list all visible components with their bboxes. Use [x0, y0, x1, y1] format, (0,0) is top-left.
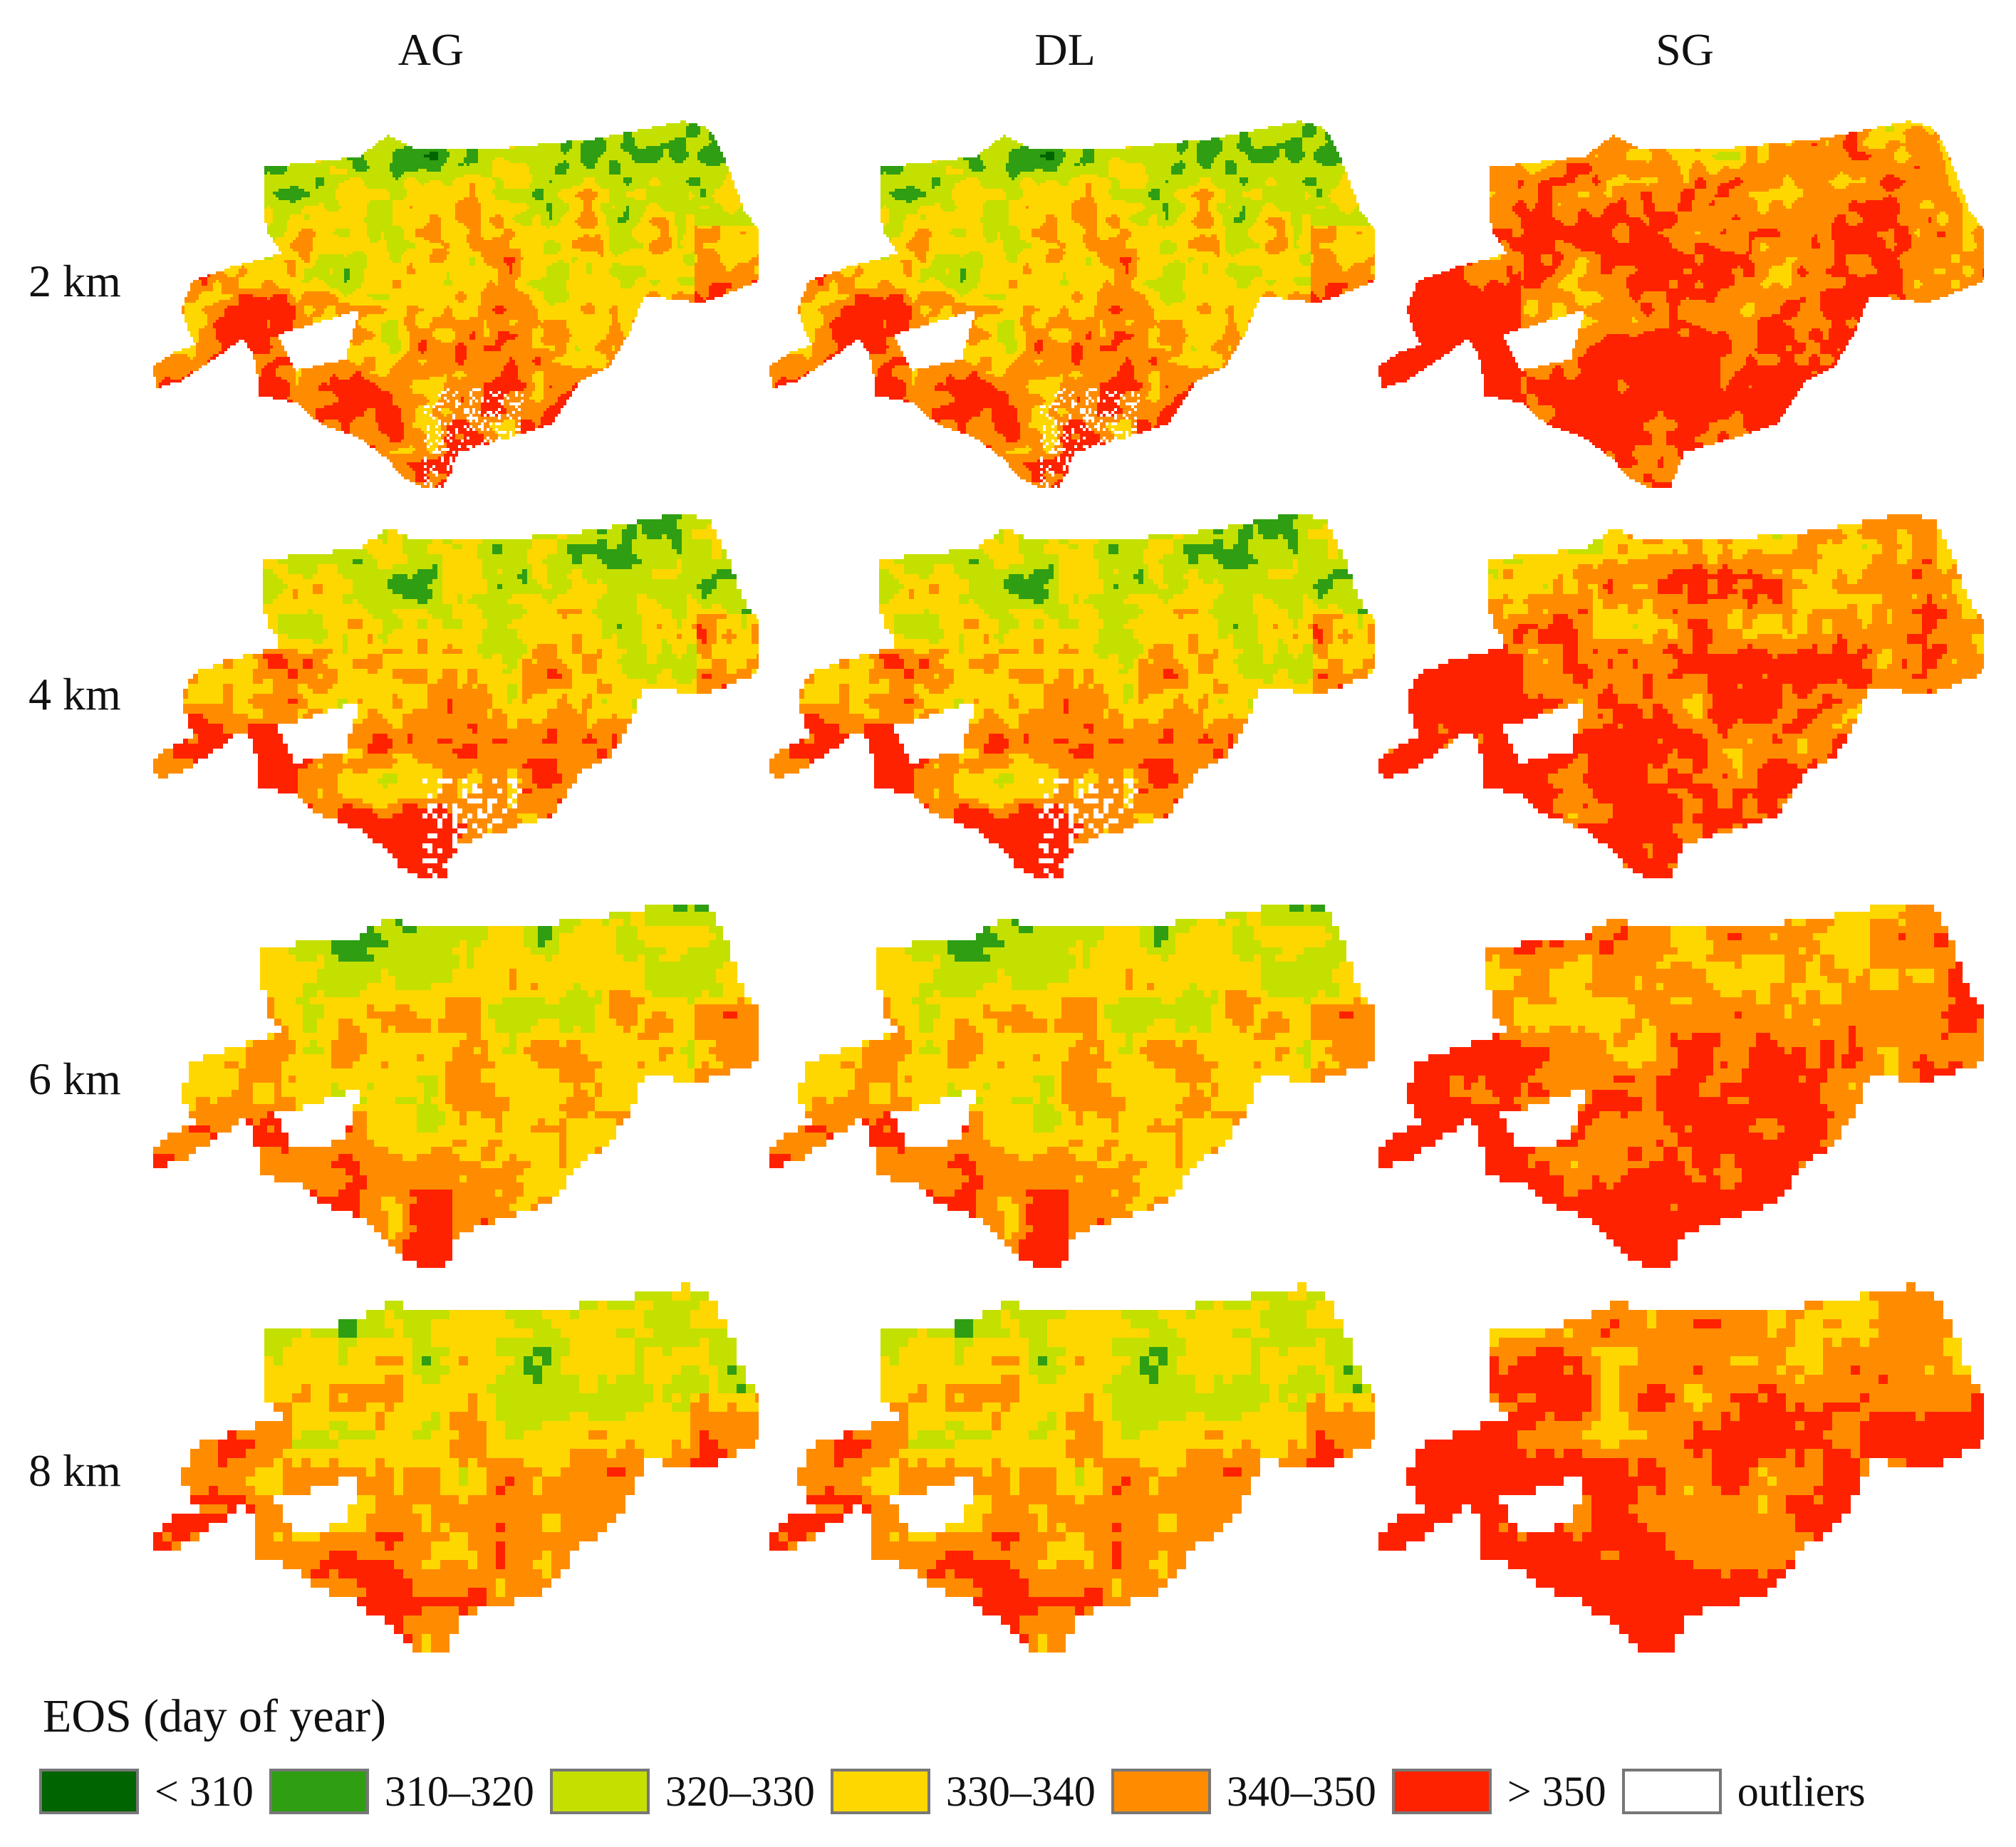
legend-label-330-340: 330–340 [946, 1763, 1096, 1820]
legend-swatch-320-330 [550, 1769, 650, 1814]
map-ag-6km [153, 898, 759, 1268]
column-title-ag: AG [289, 21, 573, 78]
legend-label-310-320: 310–320 [385, 1763, 534, 1820]
legend-title: EOS (day of year) [43, 1688, 386, 1745]
legend-label-320-330: 320–330 [665, 1763, 815, 1820]
map-sg-6km [1378, 898, 1984, 1268]
legend-item-outliers: outliers [1622, 1763, 1866, 1820]
legend-label-lt310: < 310 [155, 1763, 254, 1820]
legend-swatch-310-320 [269, 1769, 369, 1814]
legend-item-340-350: 340–350 [1111, 1763, 1376, 1820]
row-label-6km: 6 km [28, 1051, 164, 1108]
column-title-sg: SG [1542, 21, 1827, 78]
map-dl-8km [769, 1282, 1375, 1653]
legend-item-310-320: 310–320 [269, 1763, 534, 1820]
legend-item-gt350: > 350 [1392, 1763, 1606, 1820]
map-dl-6km [769, 898, 1375, 1268]
row-label-8km: 8 km [28, 1442, 164, 1499]
legend-swatch-gt350 [1392, 1769, 1492, 1814]
row-label-4km: 4 km [28, 666, 164, 723]
column-title-dl: DL [923, 21, 1207, 78]
map-ag-2km [153, 118, 759, 488]
legend-swatch-330-340 [831, 1769, 930, 1814]
map-sg-8km [1378, 1282, 1984, 1653]
legend-swatch-lt310 [39, 1769, 139, 1814]
legend-item-lt310: < 310 [39, 1763, 254, 1820]
legend-label-gt350: > 350 [1507, 1763, 1606, 1820]
map-sg-4km [1378, 509, 1984, 880]
map-dl-2km [769, 118, 1375, 488]
row-label-2km: 2 km [28, 253, 164, 310]
legend-label-340-350: 340–350 [1227, 1763, 1376, 1820]
legend-label-outliers: outliers [1737, 1763, 1866, 1820]
legend-swatch-340-350 [1111, 1769, 1211, 1814]
map-dl-4km [769, 509, 1375, 880]
legend-item-320-330: 320–330 [550, 1763, 815, 1820]
legend: < 310 310–320 320–330 330–340 340–350 > … [39, 1763, 1881, 1820]
map-sg-2km [1378, 118, 1984, 488]
map-ag-8km [153, 1282, 759, 1653]
legend-swatch-outliers [1622, 1769, 1722, 1814]
legend-item-330-340: 330–340 [831, 1763, 1096, 1820]
map-ag-4km [153, 509, 759, 880]
